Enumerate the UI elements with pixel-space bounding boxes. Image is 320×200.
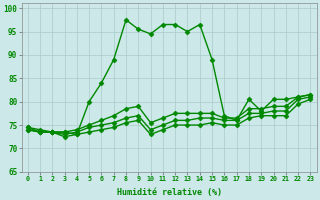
X-axis label: Humidité relative (%): Humidité relative (%) (116, 188, 221, 197)
